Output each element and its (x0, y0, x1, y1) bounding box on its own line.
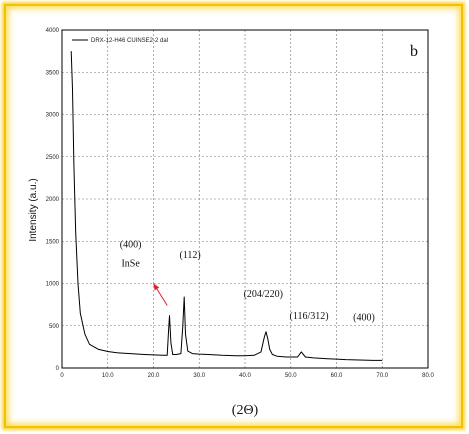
y-tick-label: 1000 (46, 282, 60, 288)
x-axis-ticks: 0 10.0 20.0 30.0 40.0 50.0 60.0 70.0 80.0 (60, 373, 434, 379)
y-tick-label: 2500 (46, 155, 60, 161)
legend-entry: DRX-12-H46 CUINSE2-2 dal (91, 38, 168, 44)
x-tick-label: 0 (60, 373, 64, 379)
peak-annotation: (112) (179, 250, 200, 261)
annotation-arrow-head (153, 283, 160, 291)
legend: DRX-12-H46 CUINSE2-2 dal (72, 38, 168, 44)
peak-annotation: (400) (353, 313, 375, 324)
peak-annotation: (204/220) (244, 289, 283, 300)
annotations-layer: (400) InSe (112) (204/220) (116/312) (400) (120, 240, 375, 324)
x-tick-label: 80.0 (422, 373, 434, 379)
x-tick-label: 20.0 (148, 373, 160, 379)
x-tick-label: 30.0 (193, 373, 205, 379)
peak-annotation: InSe (121, 259, 140, 270)
x-tick-label: 10.0 (102, 373, 114, 379)
x-tick-label: 70.0 (376, 373, 388, 379)
x-tick-label: 50.0 (285, 373, 297, 379)
y-axis-ticks: 0 500 1000 1500 2000 2500 3000 3500 4000 (46, 28, 60, 372)
y-tick-label: 3000 (46, 113, 60, 119)
x-axis-label: (2Θ) (232, 403, 259, 418)
x-tick-label: 60.0 (331, 373, 343, 379)
peak-annotation: (400) (120, 240, 142, 251)
series-line (70, 51, 383, 361)
grid-lines (62, 30, 428, 368)
highlight-frame (4, 4, 463, 428)
y-tick-label: 2000 (46, 197, 60, 203)
y-tick-label: 500 (49, 324, 60, 330)
plot-area (61, 29, 429, 369)
y-tick-label: 3500 (46, 70, 60, 76)
y-axis-label: Intensity (a.u.) (28, 178, 39, 241)
y-tick-label: 4000 (46, 28, 60, 34)
series-layer (70, 51, 383, 361)
panel-label: b (410, 43, 418, 60)
y-tick-label: 0 (56, 366, 60, 372)
y-tick-label: 1500 (46, 239, 60, 245)
peak-annotation: (116/312) (290, 311, 329, 322)
x-tick-label: 40.0 (239, 373, 251, 379)
